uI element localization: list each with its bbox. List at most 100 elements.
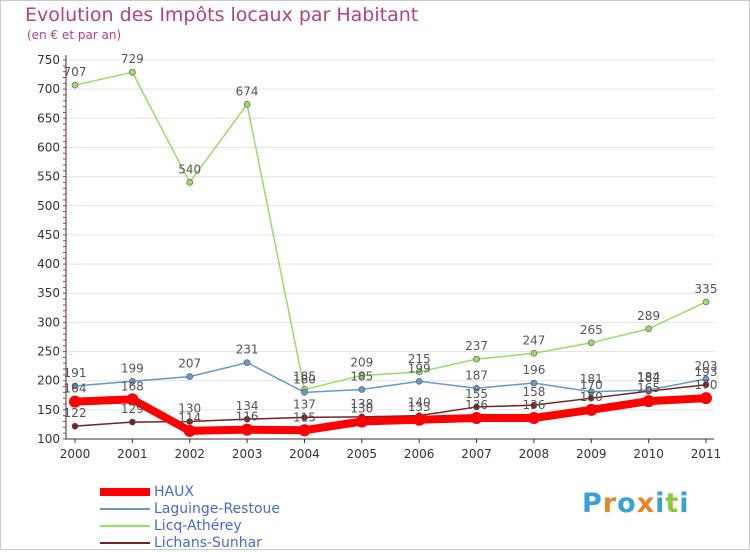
- data-label-lichans-sunhar: 158: [522, 385, 545, 399]
- data-point-laguinge-restoue: [129, 377, 136, 385]
- x-tick-label: 2004: [289, 447, 320, 461]
- data-point-laguinge-restoue: [186, 373, 194, 380]
- legend-swatch-laguinge-restoue: [100, 508, 150, 510]
- y-tick-label: 350: [37, 286, 60, 300]
- data-point-lichans-sunhar: [530, 401, 538, 409]
- data-point-laguinge-restoue: [530, 379, 538, 387]
- y-tick-label: 700: [37, 82, 60, 96]
- data-label-lichans-sunhar: 170: [580, 378, 603, 392]
- data-label-laguinge-restoue: 184: [637, 370, 660, 384]
- legend-item-laguinge-restoue[interactable]: Laguinge-Restoue: [100, 501, 360, 518]
- data-point-laguinge-restoue: [415, 377, 423, 385]
- x-tick-label: 2003: [232, 447, 263, 461]
- legend-label-licq-atherey: Licq-Athérey: [154, 518, 242, 534]
- data-point-licq-ath-rey: [473, 355, 480, 363]
- data-label-laguinge-restoue: 196: [522, 363, 545, 377]
- legend-label-laguinge-restoue: Laguinge-Restoue: [154, 501, 280, 517]
- data-label-haux: 114: [178, 411, 201, 425]
- data-point-lichans-sunhar: [186, 418, 194, 425]
- legend-item-haux[interactable]: HAUX: [100, 484, 360, 501]
- data-label-licq-ath-rey: 335: [695, 282, 718, 296]
- data-label-laguinge-restoue: 231: [236, 343, 259, 357]
- series-line-haux: [71, 394, 710, 435]
- data-label-haux: 115: [293, 410, 316, 424]
- y-tick-label: 450: [37, 228, 60, 242]
- data-label-haux: 136: [522, 398, 545, 412]
- data-point-licq-ath-rey: [587, 339, 595, 347]
- series-haux: [69, 392, 712, 437]
- data-point-laguinge-restoue: [243, 359, 251, 366]
- y-tick-label: 650: [37, 111, 60, 125]
- data-label-licq-ath-rey: 185: [293, 369, 316, 383]
- y-tick-label: 600: [37, 140, 60, 154]
- data-label-licq-ath-rey: 237: [465, 339, 488, 353]
- y-tick-label: 550: [37, 170, 60, 184]
- data-label-haux: 133: [408, 400, 431, 414]
- data-point-haux: [642, 395, 655, 408]
- series-laguinge-restoue: [71, 359, 710, 396]
- data-point-haux: [527, 412, 540, 425]
- data-label-lichans-sunhar: 193: [695, 365, 718, 379]
- data-point-licq-ath-rey: [358, 372, 366, 379]
- data-label-licq-ath-rey: 209: [350, 355, 373, 369]
- data-label-haux: 168: [121, 379, 144, 393]
- data-point-laguinge-restoue: [587, 388, 595, 396]
- data-point-laguinge-restoue: [702, 375, 710, 383]
- x-tick-label: 2005: [347, 447, 378, 461]
- data-point-licq-ath-rey: [129, 68, 136, 76]
- series-line-licq-ath-rey: [74, 71, 707, 391]
- y-tick-label: 100: [37, 432, 60, 446]
- legend-item-licq-atherey[interactable]: Licq-Athérey: [100, 518, 360, 535]
- legend-item-lichans-sunhar[interactable]: Lichans-Sunhar: [100, 535, 360, 552]
- chart-subtitle: (en € et par an): [27, 28, 122, 42]
- data-point-haux: [298, 424, 311, 437]
- y-tick-label: 250: [37, 345, 60, 359]
- data-point-haux: [183, 424, 196, 437]
- data-point-lichans-sunhar: [587, 394, 595, 402]
- logo-letter: o: [617, 488, 637, 519]
- data-label-lichans-sunhar: 122: [64, 406, 87, 420]
- y-tick-label: 300: [37, 315, 60, 329]
- x-tick-label: 2007: [461, 447, 492, 461]
- data-label-laguinge-restoue: 207: [178, 357, 201, 371]
- x-tick-label: 2006: [404, 447, 435, 461]
- data-label-licq-ath-rey: 729: [121, 52, 144, 66]
- data-point-laguinge-restoue: [473, 384, 480, 392]
- series-licq-ath-rey: [71, 68, 710, 393]
- x-tick-label: 2009: [576, 447, 607, 461]
- data-point-lichans-sunhar: [473, 403, 480, 411]
- legend-swatch-licq-atherey: [100, 525, 150, 527]
- data-label-laguinge-restoue: 185: [350, 369, 373, 383]
- x-tick-label: 2001: [117, 447, 148, 461]
- series-line-laguinge-restoue: [74, 361, 707, 394]
- data-label-laguinge-restoue: 191: [64, 366, 87, 380]
- chart-legend: HAUX Laguinge-Restoue Licq-Athérey Licha…: [100, 484, 360, 552]
- data-point-haux: [69, 395, 81, 408]
- data-label-lichans-sunhar: 137: [293, 397, 316, 411]
- logo-letter: r: [602, 488, 618, 519]
- data-label-laguinge-restoue: 187: [465, 368, 488, 382]
- legend-label-lichans-sunhar: Lichans-Sunhar: [154, 535, 262, 551]
- data-label-lichans-sunhar: 134: [236, 399, 259, 413]
- data-point-licq-ath-rey: [645, 325, 652, 333]
- data-point-lichans-sunhar: [129, 418, 136, 426]
- data-point-haux: [700, 392, 712, 405]
- chart-title: Evolution des Impôts locaux par Habitant: [25, 4, 419, 26]
- legend-label-haux: HAUX: [154, 484, 194, 500]
- x-tick-label: 2008: [519, 447, 550, 461]
- data-label-licq-ath-rey: 289: [637, 309, 660, 323]
- legend-swatch-haux: [100, 488, 150, 496]
- data-point-haux: [355, 415, 368, 428]
- logo-letter: t: [665, 488, 680, 519]
- y-tick-label: 200: [37, 374, 60, 388]
- data-label-licq-ath-rey: 215: [408, 352, 431, 366]
- data-point-licq-ath-rey: [415, 368, 423, 376]
- data-label-lichans-sunhar: 130: [178, 402, 201, 416]
- data-label-haux: 136: [465, 398, 488, 412]
- data-label-haux: 170: [695, 378, 718, 392]
- data-label-lichans-sunhar: 182: [637, 371, 660, 385]
- data-label-haux: 165: [637, 381, 660, 395]
- data-label-lichans-sunhar: 129: [121, 402, 144, 416]
